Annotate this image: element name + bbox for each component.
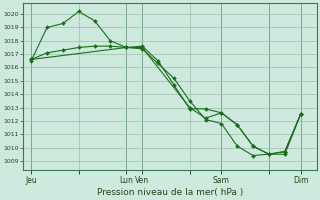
X-axis label: Pression niveau de la mer( hPa ): Pression niveau de la mer( hPa ) <box>97 188 243 197</box>
